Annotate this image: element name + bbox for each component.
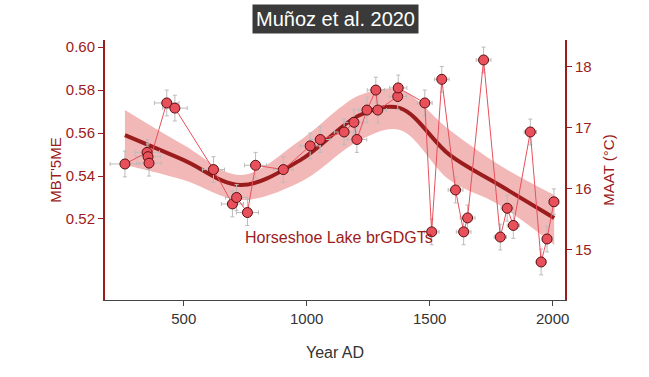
svg-text:16: 16: [575, 180, 592, 197]
svg-text:0.52: 0.52: [66, 210, 95, 227]
svg-text:18: 18: [575, 58, 592, 75]
svg-text:1500: 1500: [413, 310, 446, 327]
svg-text:0.56: 0.56: [66, 124, 95, 141]
svg-text:2000: 2000: [536, 310, 569, 327]
svg-text:15: 15: [575, 241, 592, 258]
svg-text:Muñoz et al. 2020: Muñoz et al. 2020: [256, 8, 415, 30]
svg-text:0.60: 0.60: [66, 38, 95, 55]
svg-text:MBT'5ME: MBT'5ME: [47, 137, 64, 202]
svg-text:Horseshoe Lake brGDGTs: Horseshoe Lake brGDGTs: [245, 229, 433, 246]
svg-text:0.58: 0.58: [66, 81, 95, 98]
svg-text:MAAT (°C): MAAT (°C): [600, 134, 617, 205]
svg-text:Year AD: Year AD: [306, 344, 364, 361]
svg-text:0.54: 0.54: [66, 167, 95, 184]
svg-text:500: 500: [171, 310, 196, 327]
svg-text:1000: 1000: [290, 310, 323, 327]
svg-text:17: 17: [575, 119, 592, 136]
